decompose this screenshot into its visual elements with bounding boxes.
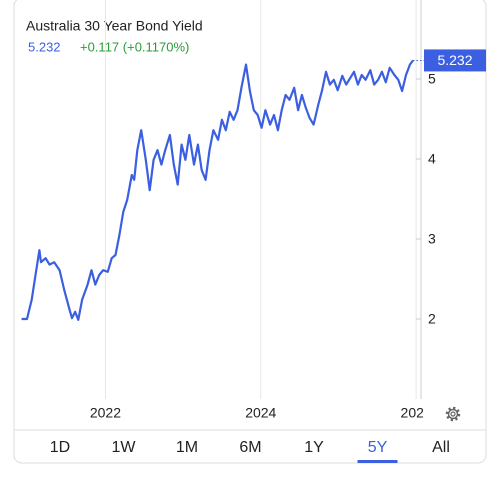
last-price: 5.232 — [28, 39, 61, 54]
settings-icon[interactable] — [445, 406, 461, 422]
range-tab[interactable]: 6M — [239, 439, 261, 456]
x-tick-label: 2024 — [245, 405, 276, 421]
price-change: +0.117 (+0.1170%) — [80, 39, 189, 54]
last-price-box — [424, 49, 486, 72]
range-tab[interactable]: 1Y — [304, 439, 324, 456]
chart-title: Australia 30 Year Bond Yield — [26, 18, 203, 34]
y-tick-label: 4 — [428, 151, 436, 167]
tab-underline — [357, 460, 398, 463]
range-tab[interactable]: 1M — [176, 439, 198, 456]
y-tick-label: 3 — [428, 231, 436, 247]
last-price-label: 5.232 — [437, 52, 472, 68]
x-tick-label: 2022 — [90, 405, 121, 421]
card-border — [13, 0, 487, 464]
price-line — [21, 59, 414, 321]
range-tab[interactable]: 1W — [112, 439, 137, 456]
range-tab[interactable]: 1D — [50, 439, 70, 456]
y-tick-label: 2 — [428, 311, 436, 327]
range-tab[interactable]: All — [432, 439, 450, 456]
x-axis: 2022 2024 2026 — [90, 405, 432, 421]
x-tick-label: 2026 — [401, 405, 432, 421]
range-tab[interactable]: 5Y — [368, 439, 388, 456]
y-tick-label: 5 — [428, 71, 436, 87]
